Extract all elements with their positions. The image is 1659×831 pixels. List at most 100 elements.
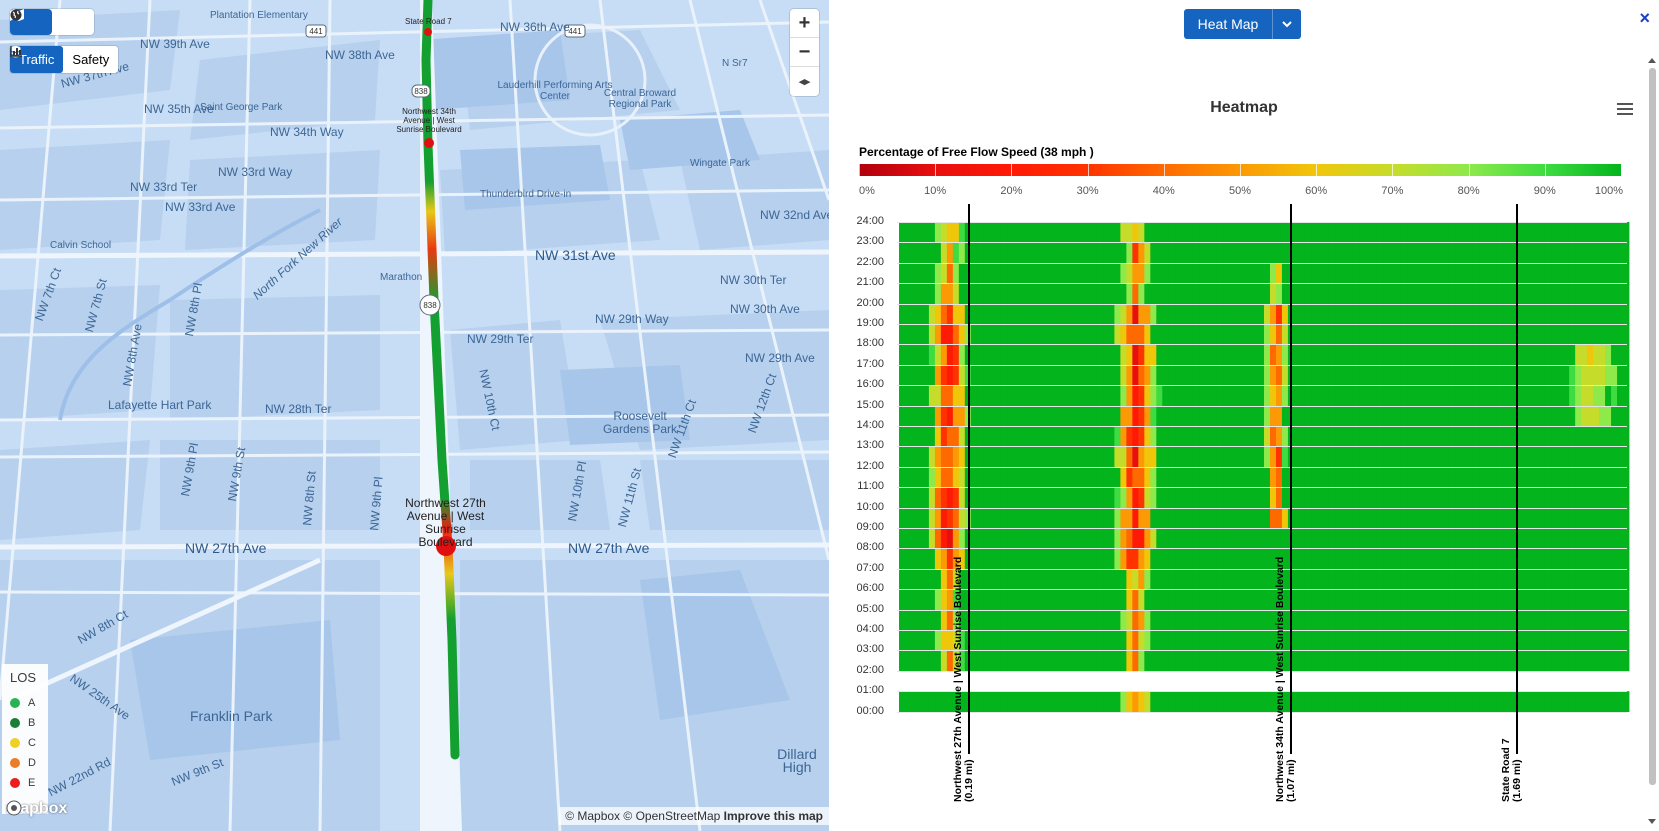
heatmap-cell[interactable] — [928, 487, 936, 508]
heatmap-cell[interactable] — [1180, 222, 1187, 243]
heatmap-cell[interactable] — [1377, 303, 1385, 325]
heatmap-cell[interactable] — [940, 324, 948, 345]
heatmap-cell[interactable] — [1311, 324, 1319, 345]
heatmap-cell[interactable] — [1491, 691, 1498, 712]
heatmap-cell[interactable] — [1102, 487, 1109, 508]
heatmap-cell[interactable] — [1503, 262, 1510, 284]
heatmap-cell[interactable] — [1204, 466, 1211, 488]
heatmap-cell[interactable] — [1323, 630, 1331, 651]
heatmap-cell[interactable] — [1060, 691, 1067, 712]
heatmap-cell[interactable] — [1509, 344, 1516, 366]
heatmap-cell[interactable] — [1240, 568, 1247, 590]
heatmap-cell[interactable] — [1138, 283, 1145, 304]
heatmap-cell[interactable] — [1497, 609, 1504, 631]
heatmap-cell[interactable] — [1425, 548, 1432, 570]
heatmap-cell[interactable] — [1455, 385, 1462, 406]
heatmap-cell[interactable] — [1084, 466, 1091, 488]
heatmap-cell[interactable] — [952, 344, 960, 366]
heatmap-cell[interactable] — [1539, 589, 1546, 610]
heatmap-cell[interactable] — [1042, 548, 1049, 570]
heatmap-cell[interactable] — [1473, 222, 1480, 243]
heatmap-cell[interactable] — [1054, 385, 1061, 406]
heatmap-cell[interactable] — [1389, 405, 1397, 427]
heatmap-cell[interactable] — [1150, 426, 1157, 447]
heatmap-cell[interactable] — [1138, 548, 1145, 570]
heatmap-cell[interactable] — [1425, 344, 1432, 366]
heatmap-cell[interactable] — [1186, 609, 1193, 631]
heatmap-cell[interactable] — [1156, 283, 1163, 304]
heatmap-cell[interactable] — [916, 528, 924, 549]
heatmap-cell[interactable] — [1617, 507, 1624, 529]
heatmap-cell[interactable] — [1060, 630, 1067, 651]
heatmap-cell[interactable] — [1108, 528, 1115, 549]
heatmap-cell[interactable] — [1335, 364, 1343, 386]
heatmap-cell[interactable] — [1144, 446, 1151, 468]
heatmap-cell[interactable] — [1317, 528, 1325, 549]
heatmap-cell[interactable] — [1138, 222, 1145, 243]
heatmap-cell[interactable] — [1449, 262, 1456, 284]
heatmap-cell[interactable] — [1413, 446, 1420, 468]
heatmap-cell[interactable] — [1485, 609, 1492, 631]
heatmap-cell[interactable] — [1084, 589, 1091, 610]
heatmap-cell[interactable] — [1132, 324, 1139, 345]
heatmap-cell[interactable] — [1305, 303, 1313, 325]
heatmap-cell[interactable] — [1449, 589, 1456, 610]
heatmap-cell[interactable] — [1335, 262, 1343, 284]
heatmap-cell[interactable] — [1329, 283, 1337, 304]
heatmap-cell[interactable] — [1491, 283, 1498, 304]
heatmap-cell[interactable] — [946, 385, 954, 406]
heatmap-cell[interactable] — [994, 528, 1002, 549]
heatmap-cell[interactable] — [1623, 568, 1630, 590]
heatmap-cell[interactable] — [964, 507, 972, 529]
heatmap-cell[interactable] — [1467, 487, 1474, 508]
heatmap-cell[interactable] — [934, 568, 942, 590]
heatmap-cell[interactable] — [1371, 262, 1379, 284]
heatmap-cell[interactable] — [1377, 405, 1385, 427]
heatmap-cell[interactable] — [1365, 548, 1373, 570]
heatmap-cell[interactable] — [1527, 303, 1534, 325]
heatmap-cell[interactable] — [1581, 283, 1588, 304]
heatmap-cell[interactable] — [1563, 385, 1570, 406]
heatmap-cell[interactable] — [1072, 385, 1079, 406]
heatmap-cell[interactable] — [1192, 344, 1199, 366]
heatmap-cell[interactable] — [934, 364, 942, 386]
heatmap-cell[interactable] — [1485, 344, 1492, 366]
heatmap-cell[interactable] — [1252, 242, 1259, 264]
heatmap-cell[interactable] — [1293, 589, 1301, 610]
heatmap-cell[interactable] — [1509, 589, 1516, 610]
heatmap-cell[interactable] — [988, 548, 996, 570]
heatmap-cell[interactable] — [1258, 507, 1265, 529]
heatmap-cell[interactable] — [1210, 528, 1217, 549]
heatmap-cell[interactable] — [1132, 528, 1139, 549]
heatmap-cell[interactable] — [964, 364, 972, 386]
heatmap-cell[interactable] — [1521, 528, 1528, 549]
heatmap-cell[interactable] — [1485, 385, 1492, 406]
heatmap-cell[interactable] — [904, 487, 912, 508]
heatmap-cell[interactable] — [1533, 303, 1540, 325]
heatmap-cell[interactable] — [1431, 242, 1438, 264]
heatmap-cell[interactable] — [1599, 283, 1606, 304]
heatmap-cell[interactable] — [1563, 364, 1570, 386]
heatmap-cell[interactable] — [976, 609, 984, 631]
heatmap-cell[interactable] — [1515, 262, 1522, 284]
heatmap-cell[interactable] — [910, 630, 918, 651]
heatmap-cell[interactable] — [1275, 446, 1283, 468]
heatmap-cell[interactable] — [1515, 222, 1522, 243]
heatmap-cell[interactable] — [1353, 589, 1361, 610]
heatmap-cell[interactable] — [1006, 630, 1014, 651]
heatmap-cell[interactable] — [1162, 568, 1169, 590]
heatmap-cell[interactable] — [1084, 568, 1091, 590]
heatmap-cell[interactable] — [1557, 405, 1564, 427]
heatmap-cell[interactable] — [1359, 446, 1367, 468]
heatmap-cell[interactable] — [1371, 303, 1379, 325]
heatmap-cell[interactable] — [1150, 242, 1157, 264]
heatmap-cell[interactable] — [1228, 528, 1235, 549]
heatmap-cell[interactable] — [1078, 446, 1085, 468]
heatmap-cell[interactable] — [1383, 589, 1391, 610]
heatmap-cell[interactable] — [1138, 650, 1145, 672]
heatmap-cell[interactable] — [1078, 283, 1085, 304]
heatmap-cell[interactable] — [1401, 528, 1409, 549]
heatmap-cell[interactable] — [1186, 589, 1193, 610]
heatmap-cell[interactable] — [1216, 609, 1223, 631]
heatmap-cell[interactable] — [1467, 426, 1474, 447]
